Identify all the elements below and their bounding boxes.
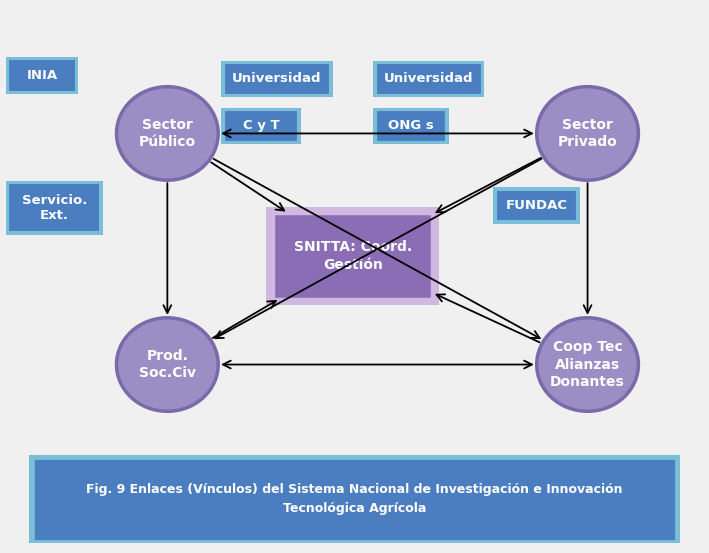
FancyBboxPatch shape — [376, 63, 481, 95]
Text: Prod.
Soc.Civ: Prod. Soc.Civ — [139, 349, 196, 380]
Text: ONG s: ONG s — [388, 119, 434, 132]
Text: Coop Tec
Alianzas
Donantes: Coop Tec Alianzas Donantes — [550, 340, 625, 389]
Ellipse shape — [116, 318, 218, 411]
FancyBboxPatch shape — [9, 183, 100, 232]
FancyBboxPatch shape — [6, 57, 79, 95]
FancyBboxPatch shape — [376, 110, 446, 142]
FancyBboxPatch shape — [373, 61, 484, 97]
Text: Fig. 9 Enlaces (Vínculos) del Sistema Nacional de Investigación e Innovación
Tec: Fig. 9 Enlaces (Vínculos) del Sistema Na… — [86, 483, 623, 515]
FancyBboxPatch shape — [221, 108, 301, 144]
FancyBboxPatch shape — [373, 108, 449, 144]
FancyBboxPatch shape — [29, 455, 680, 544]
FancyBboxPatch shape — [496, 190, 577, 222]
Text: INIA: INIA — [26, 69, 57, 82]
Text: C y T: C y T — [242, 119, 279, 132]
Ellipse shape — [537, 318, 638, 411]
Text: Sector
Privado: Sector Privado — [558, 118, 618, 149]
Ellipse shape — [116, 87, 218, 180]
FancyBboxPatch shape — [33, 458, 676, 541]
Ellipse shape — [537, 87, 638, 180]
FancyBboxPatch shape — [221, 61, 333, 97]
FancyBboxPatch shape — [9, 59, 76, 92]
Text: SNITTA: Coord.
Gestión: SNITTA: Coord. Gestión — [294, 239, 412, 272]
Text: Servicio.
Ext.: Servicio. Ext. — [22, 194, 87, 222]
FancyBboxPatch shape — [224, 110, 298, 142]
FancyBboxPatch shape — [6, 181, 103, 234]
FancyBboxPatch shape — [273, 213, 432, 299]
Text: Universidad: Universidad — [384, 72, 474, 86]
FancyBboxPatch shape — [493, 187, 580, 223]
Text: Sector
Público: Sector Público — [139, 118, 196, 149]
FancyBboxPatch shape — [266, 207, 440, 305]
Text: Universidad: Universidad — [232, 72, 322, 86]
Text: FUNDAC: FUNDAC — [506, 199, 567, 212]
FancyBboxPatch shape — [224, 63, 330, 95]
